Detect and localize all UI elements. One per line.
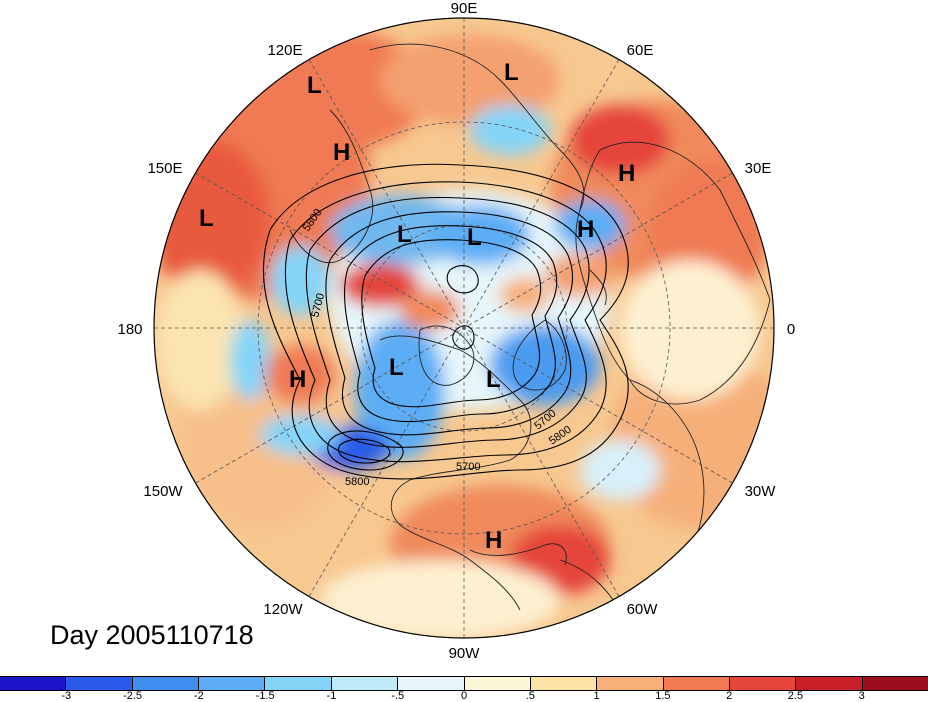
colorbar-swatch — [66, 677, 133, 690]
longitude-label: 30E — [745, 160, 772, 177]
colorbar: -3 -2.5 -2 -1.5 -1 -.5 0 .5 1 1.5 2 2.5 3 — [0, 676, 928, 702]
colorbar-swatch — [729, 677, 797, 690]
pressure-center: H — [333, 139, 350, 166]
longitude-label: 0 — [787, 321, 795, 338]
colorbar-tick-label: -.5 — [391, 690, 405, 702]
colorbar-swatch — [265, 677, 332, 690]
pressure-center: L — [397, 221, 412, 248]
colorbar-swatch — [663, 677, 730, 690]
pressure-center: L — [307, 72, 322, 99]
colorbar-swatches — [0, 676, 928, 691]
colorbar-tick-label: 0 — [460, 690, 468, 702]
pressure-center: H — [618, 160, 635, 187]
longitude-label: 90W — [449, 645, 481, 662]
pressure-center: L — [486, 366, 501, 393]
colorbar-tick-label: 3 — [858, 690, 865, 702]
colorbar-tick-label: 2.5 — [787, 690, 804, 702]
colorbar-tick-label: -1.5 — [255, 690, 275, 702]
longitude-label: 60W — [627, 601, 659, 618]
colorbar-swatch — [398, 677, 465, 690]
anomaly-field — [154, 18, 774, 638]
pressure-center: L — [504, 59, 519, 86]
colorbar-tick-label: .5 — [525, 690, 535, 702]
longitude-label: 60E — [627, 42, 654, 59]
colorbar-swatch — [530, 677, 598, 690]
polar-map: 5800 5700 5700 5800 5700 5800 L H L H L … — [117, 0, 795, 662]
graticule — [154, 18, 774, 638]
pressure-center: L — [389, 354, 404, 381]
colorbar-swatch — [199, 677, 266, 690]
colorbar-swatch — [132, 677, 200, 690]
colorbar-tick-label: 1.5 — [655, 690, 671, 702]
colorbar-tick-label: 1 — [593, 690, 600, 702]
pressure-center: L — [199, 205, 214, 232]
pressure-center: H — [485, 527, 502, 554]
colorbar-swatch — [0, 677, 67, 690]
pressure-center: L — [467, 224, 482, 251]
date-title: Day 2005110718 — [50, 620, 254, 650]
colorbar-swatch — [796, 677, 863, 690]
longitude-label: 30W — [745, 483, 777, 500]
colorbar-tick-label: -2 — [193, 690, 204, 702]
longitude-label: 150E — [147, 160, 182, 177]
contour-label: 5700 — [456, 461, 480, 473]
contour-label: 5800 — [345, 476, 369, 488]
longitude-label: 120W — [263, 601, 303, 618]
longitude-label: 150W — [143, 483, 183, 500]
pressure-center: H — [289, 366, 306, 393]
pressure-center-group: L H L H L L L H L L L H H — [199, 59, 635, 554]
colorbar-swatch — [464, 677, 531, 690]
colorbar-tick-label: -2.5 — [123, 690, 143, 702]
longitude-label-group: 90E 60E 30E 0 30W 60W 90W 120W 150W 180 … — [117, 0, 795, 662]
height-contours — [262, 163, 629, 480]
colorbar-swatch — [331, 677, 399, 690]
longitude-label: 90E — [451, 0, 478, 17]
colorbar-swatch — [862, 677, 928, 690]
colorbar-tick-label: 2 — [726, 690, 733, 702]
colorbar-tick-label: -3 — [61, 690, 72, 702]
pressure-center: H — [577, 216, 594, 243]
longitude-label: 180 — [117, 321, 142, 338]
longitude-label: 120E — [267, 42, 302, 59]
colorbar-tick-label: -1 — [326, 690, 337, 702]
colorbar-swatch — [597, 677, 664, 690]
